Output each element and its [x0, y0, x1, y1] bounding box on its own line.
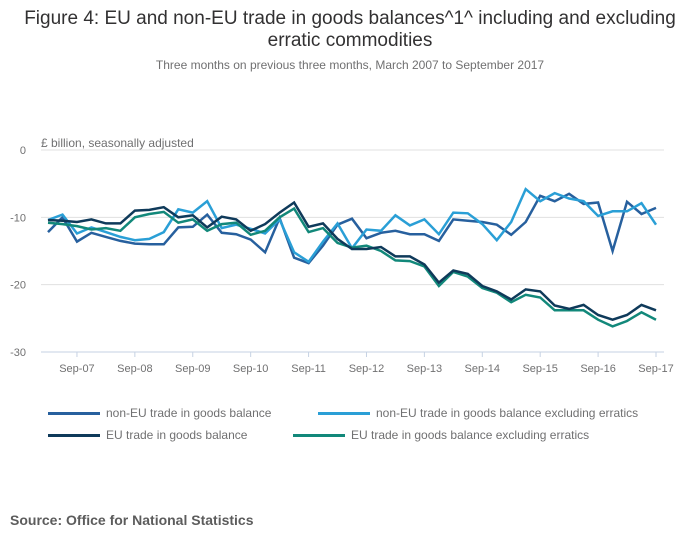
line-chart: 0 -10 -20 -30 Sep-07 Sep-08 Sep-09 Sep-10 Sep-1…: [10, 145, 674, 375]
x-tick-label: Sep-17: [638, 363, 673, 375]
legend-swatch: [48, 433, 100, 437]
x-tick-label: Sep-11: [291, 363, 326, 375]
legend-label: non-EU trade in goods balance excluding …: [376, 406, 639, 420]
x-tick-label: Sep-07: [59, 363, 94, 375]
series-line-eu-trade-in-goods-balance[interactable]: [47, 200, 657, 322]
source-note: Source: Office for National Statistics: [10, 512, 254, 528]
series-lines: [47, 187, 658, 328]
legend-swatch: [318, 411, 370, 415]
x-tick-label: Sep-12: [349, 363, 384, 375]
y-tick-label: -30: [10, 347, 26, 359]
series-line-non-eu-trade-in-goods-balance[interactable]: [47, 192, 657, 265]
x-axis: Sep-07 Sep-08 Sep-09 Sep-10 Sep-11 Sep-12 Sep-…: [41, 351, 674, 375]
legend-item[interactable]: non-EU trade in goods balance excluding …: [318, 406, 638, 420]
y-axis-units-label: £ billion, seasonally adjusted: [41, 136, 194, 150]
chart-subtitle: Three months on previous three months, M…: [155, 58, 545, 72]
x-tick-label: Sep-14: [465, 363, 500, 375]
chart-title-text: Figure 4: EU and non-EU trade in goods b…: [24, 8, 676, 51]
legend-swatch: [48, 411, 100, 415]
legend-swatch: [293, 433, 345, 437]
x-tick-label: Sep-09: [175, 363, 210, 375]
x-tick-label: Sep-13: [407, 363, 442, 375]
x-tick-label: Sep-15: [522, 363, 557, 375]
x-tick-label: Sep-16: [580, 363, 615, 375]
legend-item[interactable]: non-EU trade in goods balance: [48, 406, 271, 420]
legend-label: non-EU trade in goods balance: [106, 406, 272, 420]
y-axis-ticks: 0 -10 -20 -30: [10, 145, 26, 359]
y-tick-label: -20: [10, 280, 26, 292]
x-tick-label: Sep-08: [117, 363, 152, 375]
x-tick-label: Sep-10: [233, 363, 268, 375]
y-tick-label: -10: [10, 212, 26, 224]
legend-label: EU trade in goods balance: [106, 428, 248, 442]
series-line-non-eu-trade-in-goods-balance-excluding-erratics[interactable]: [47, 187, 658, 264]
y-tick-label: 0: [20, 145, 26, 157]
chart-title: Figure 4: EU and non-EU trade in goods b…: [0, 8, 700, 52]
legend-item[interactable]: EU trade in goods balance: [48, 428, 247, 442]
legend-item[interactable]: EU trade in goods balance excluding erra…: [293, 428, 589, 442]
legend-label: EU trade in goods balance excluding erra…: [351, 428, 590, 442]
